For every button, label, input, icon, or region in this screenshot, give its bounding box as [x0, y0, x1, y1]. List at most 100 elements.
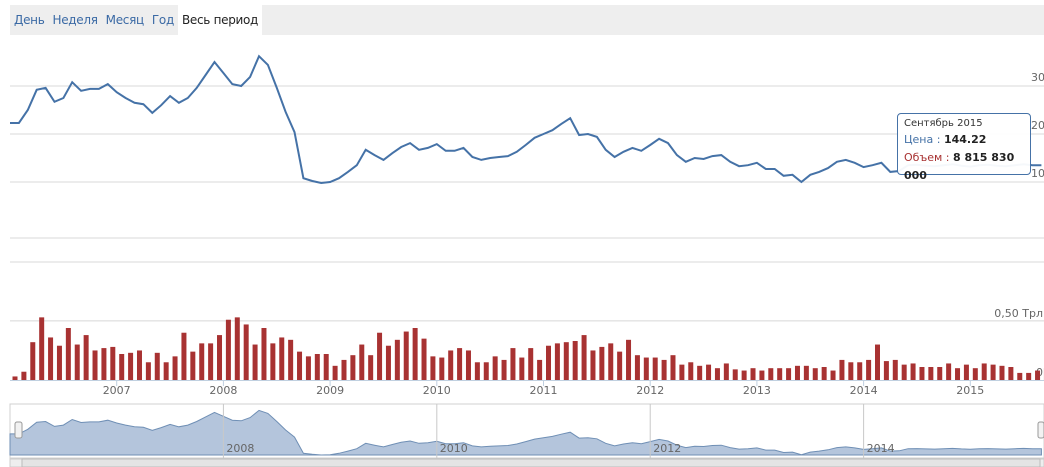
volume-bar — [528, 348, 534, 380]
volume-bar — [217, 335, 223, 380]
volume-bar — [803, 365, 809, 380]
navigator-tick-label: 2008 — [226, 442, 254, 455]
volume-bar — [768, 368, 774, 380]
volume-bar — [910, 363, 916, 380]
volume-bar — [830, 370, 836, 380]
navigator-tick-label: 2010 — [440, 442, 468, 455]
period-tab[interactable]: Месяц — [105, 13, 145, 27]
volume-bar — [305, 356, 311, 380]
volume-bar — [101, 348, 107, 380]
volume-bar — [39, 317, 45, 380]
volume-bar — [866, 359, 872, 380]
navigator-tick-label: 2014 — [867, 442, 895, 455]
volume-bar — [928, 367, 934, 380]
volume-bar — [972, 368, 978, 380]
volume-bar — [519, 357, 525, 380]
volume-bar — [572, 341, 578, 380]
volume-bar — [48, 337, 54, 380]
volume-bar — [243, 324, 249, 380]
volume-bar — [430, 356, 436, 380]
x-tick-label: 2011 — [530, 384, 558, 397]
volume-bar — [955, 368, 961, 380]
volume-bar — [154, 352, 160, 380]
navigator-tick-label: 2012 — [653, 442, 681, 455]
volume-bar — [723, 363, 729, 380]
volume-bar — [323, 354, 329, 380]
volume-bar — [92, 350, 98, 380]
volume-bar — [794, 365, 800, 380]
tooltip: Сентябрь 2015 Цена : 144.22 Объем : 8 81… — [897, 113, 1031, 182]
volume-bar — [359, 344, 365, 380]
volume-bar — [679, 364, 685, 380]
volume-bar — [457, 348, 463, 380]
price-line — [10, 54, 1042, 185]
volume-bar — [83, 335, 89, 380]
volume-bar — [732, 369, 738, 380]
volume-bar — [1035, 370, 1041, 380]
volume-bar — [136, 350, 142, 380]
nav-handle — [1037, 421, 1044, 439]
period-tab[interactable]: Весь период — [177, 5, 263, 35]
volume-bar — [145, 362, 151, 380]
volume-bar — [110, 346, 116, 380]
volume-bar — [332, 365, 338, 380]
x-tick-label: 2008 — [209, 384, 237, 397]
y-tick-label: 100 — [1031, 167, 1044, 180]
volume-bar — [652, 357, 658, 380]
volume-bar — [537, 359, 543, 380]
tooltip-price-label: Цена : — [904, 133, 941, 146]
volume-bar — [946, 363, 952, 380]
period-tab[interactable]: Год — [151, 13, 174, 27]
volume-bar — [546, 345, 552, 380]
volume-bar — [812, 368, 818, 380]
volume-bar — [554, 343, 560, 380]
volume-bar — [172, 356, 178, 380]
volume-bar — [297, 351, 303, 380]
volume-bar — [892, 359, 898, 380]
volume-bar — [119, 354, 125, 380]
navigator-area — [9, 409, 1042, 456]
volume-bar — [208, 343, 214, 380]
volume-bar — [492, 356, 498, 380]
volume-bar — [617, 351, 623, 380]
x-tick-label: 2009 — [316, 384, 344, 397]
volume-bar — [626, 339, 632, 380]
volume-bar — [697, 365, 703, 380]
volume-bar — [421, 338, 427, 380]
volume-bar — [706, 364, 712, 380]
volume-bar — [688, 362, 694, 380]
volume-bar — [875, 344, 880, 380]
volume-bar — [190, 351, 196, 380]
volume-bar — [341, 359, 347, 380]
volume-bar — [1017, 372, 1023, 380]
volume-bar — [821, 367, 827, 380]
volume-bar — [857, 362, 863, 380]
volume-bar — [1026, 372, 1032, 380]
nav-handle — [14, 421, 23, 439]
volume-bar — [750, 368, 756, 380]
volume-bar — [279, 337, 285, 380]
y-tick-label: 300 — [1031, 71, 1044, 84]
y-tick-label: 0,50 Трл — [994, 307, 1043, 320]
volume-bar — [412, 328, 418, 380]
x-tick-label: 2014 — [850, 384, 878, 397]
volume-bar — [439, 357, 445, 380]
volume-bar — [225, 319, 231, 380]
period-tab[interactable]: Неделя — [52, 13, 98, 27]
volume-bar — [777, 368, 783, 380]
volume-bar — [394, 339, 400, 380]
volume-bar — [465, 350, 471, 380]
volume-bar — [56, 345, 62, 380]
volume-bar — [510, 348, 516, 380]
volume-bar — [448, 350, 454, 380]
scrollbar-thumb — [21, 458, 1041, 467]
volume-bar — [581, 335, 587, 380]
tooltip-date: Сентябрь 2015 — [904, 118, 983, 129]
x-tick-label: 2015 — [956, 384, 984, 397]
volume-bar — [314, 354, 320, 380]
period-tab[interactable]: День — [14, 13, 45, 27]
volume-bar — [163, 362, 169, 380]
volume-bar — [74, 344, 80, 380]
tooltip-price: 144.22 — [943, 133, 987, 146]
